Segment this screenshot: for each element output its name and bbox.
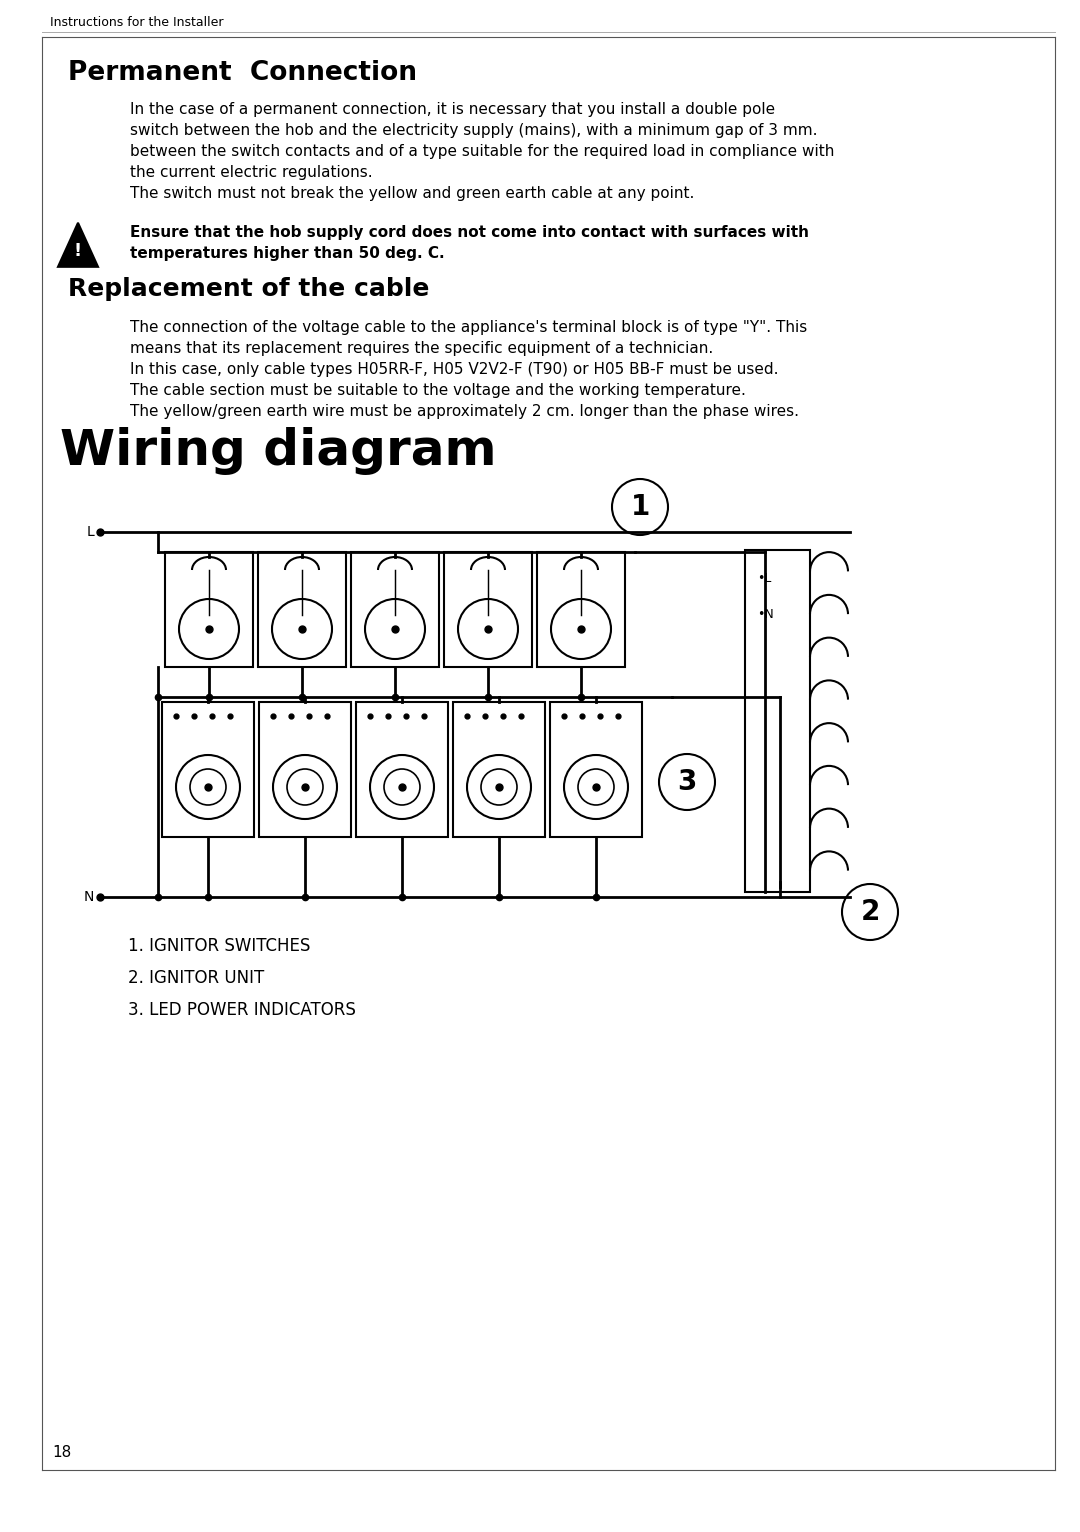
Text: L: L — [86, 525, 94, 539]
Circle shape — [467, 755, 531, 820]
Circle shape — [273, 755, 337, 820]
Text: switch between the hob and the electricity supply (mains), with a minimum gap of: switch between the hob and the electrici… — [130, 123, 818, 138]
Text: 1. IGNITOR SWITCHES: 1. IGNITOR SWITCHES — [129, 938, 310, 954]
Circle shape — [179, 599, 239, 659]
Bar — [351, 552, 438, 666]
Text: temperatures higher than 50 deg. C.: temperatures higher than 50 deg. C. — [130, 247, 445, 260]
Bar — [165, 552, 253, 666]
Circle shape — [176, 755, 240, 820]
Circle shape — [612, 480, 669, 535]
Text: The yellow/green earth wire must be approximately 2 cm. longer than the phase wi: The yellow/green earth wire must be appr… — [130, 404, 799, 418]
Text: Wiring diagram: Wiring diagram — [60, 427, 497, 475]
Circle shape — [458, 599, 518, 659]
Text: between the switch contacts and of a type suitable for the required load in comp: between the switch contacts and of a typ… — [130, 144, 835, 159]
Bar — [259, 702, 351, 836]
Text: Permanent  Connection: Permanent Connection — [68, 60, 417, 86]
Circle shape — [384, 769, 420, 804]
Polygon shape — [58, 222, 98, 267]
Text: In the case of a permanent connection, it is necessary that you install a double: In the case of a permanent connection, i… — [130, 103, 775, 116]
Text: Instructions for the Installer: Instructions for the Installer — [50, 15, 224, 29]
Text: The switch must not break the yellow and green earth cable at any point.: The switch must not break the yellow and… — [130, 185, 694, 201]
Bar — [537, 552, 625, 666]
Text: means that its replacement requires the specific equipment of a technician.: means that its replacement requires the … — [130, 342, 713, 355]
Bar — [162, 702, 254, 836]
Text: 2: 2 — [861, 898, 880, 925]
Circle shape — [481, 769, 517, 804]
Text: 3. LED POWER INDICATORS: 3. LED POWER INDICATORS — [129, 1000, 356, 1019]
Bar — [745, 550, 810, 892]
Text: •N: •N — [757, 608, 773, 622]
Circle shape — [578, 769, 615, 804]
Bar — [444, 552, 532, 666]
Circle shape — [551, 599, 611, 659]
Circle shape — [564, 755, 627, 820]
Text: !: ! — [73, 242, 82, 260]
Text: N: N — [83, 890, 94, 904]
Circle shape — [272, 599, 332, 659]
Circle shape — [659, 754, 715, 810]
Circle shape — [370, 755, 434, 820]
Text: •L: •L — [757, 571, 771, 585]
Text: Ensure that the hob supply cord does not come into contact with surfaces with: Ensure that the hob supply cord does not… — [130, 225, 809, 241]
Circle shape — [287, 769, 323, 804]
Text: 18: 18 — [52, 1445, 71, 1460]
Text: 2. IGNITOR UNIT: 2. IGNITOR UNIT — [129, 970, 265, 987]
Text: The cable section must be suitable to the voltage and the working temperature.: The cable section must be suitable to th… — [130, 383, 746, 398]
Text: 1: 1 — [631, 493, 650, 521]
Circle shape — [842, 884, 897, 941]
Bar — [258, 552, 346, 666]
Bar — [550, 702, 642, 836]
Text: The connection of the voltage cable to the appliance's terminal block is of type: The connection of the voltage cable to t… — [130, 320, 807, 336]
Text: Replacement of the cable: Replacement of the cable — [68, 277, 430, 300]
Circle shape — [190, 769, 226, 804]
Bar — [453, 702, 545, 836]
Text: In this case, only cable types H05RR-F, H05 V2V2-F (T90) or H05 BB-F must be use: In this case, only cable types H05RR-F, … — [130, 362, 779, 377]
Text: 3: 3 — [677, 768, 697, 797]
Text: the current electric regulations.: the current electric regulations. — [130, 165, 373, 179]
Circle shape — [365, 599, 426, 659]
Bar — [356, 702, 448, 836]
